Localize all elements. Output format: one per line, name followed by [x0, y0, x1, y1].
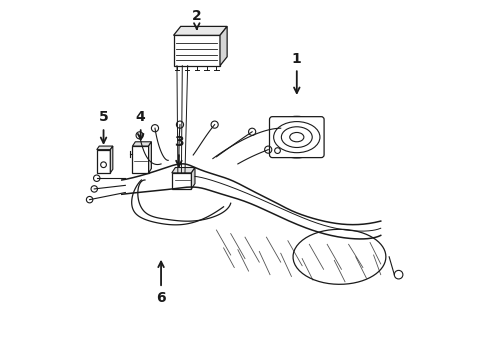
Text: 6: 6	[156, 262, 166, 305]
Polygon shape	[220, 26, 227, 66]
Polygon shape	[172, 167, 195, 173]
Polygon shape	[293, 229, 386, 284]
Polygon shape	[173, 26, 227, 35]
Bar	[97, 150, 110, 173]
FancyBboxPatch shape	[270, 117, 324, 158]
Text: 3: 3	[174, 135, 184, 166]
Bar	[173, 35, 220, 66]
Text: 5: 5	[98, 111, 108, 143]
Bar	[132, 146, 148, 173]
Text: 4: 4	[136, 111, 146, 139]
Polygon shape	[110, 146, 113, 173]
Bar	[172, 173, 192, 189]
Text: 2: 2	[192, 9, 202, 29]
Polygon shape	[148, 142, 151, 173]
Polygon shape	[97, 146, 113, 150]
Polygon shape	[132, 142, 151, 146]
Polygon shape	[192, 167, 195, 189]
Text: 1: 1	[292, 51, 302, 93]
